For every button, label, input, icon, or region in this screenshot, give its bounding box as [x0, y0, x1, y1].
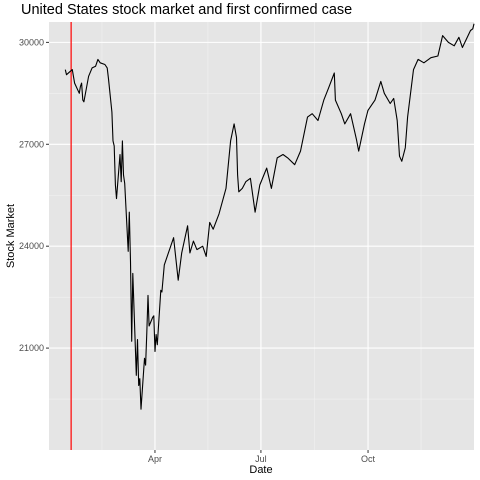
chart-title: United States stock market and first con…: [21, 2, 353, 18]
stock-market-line: [64, 23, 475, 410]
plot-panel: [49, 22, 474, 450]
y-tick-label: 21000: [19, 343, 44, 353]
y-tick-label: 30000: [19, 37, 44, 47]
x-axis-title: Date: [249, 464, 272, 476]
major-gridlines: [49, 22, 474, 450]
y-tick-label: 27000: [19, 139, 44, 149]
y-tick-label: 24000: [19, 241, 44, 251]
x-tick-label: Jul: [255, 454, 267, 464]
y-axis-ticks: 21000 24000 27000 30000: [19, 37, 49, 353]
y-axis-title: Stock Market: [5, 204, 17, 268]
x-axis-ticks: Apr Jul Oct: [148, 450, 376, 464]
x-tick-label: Apr: [148, 454, 162, 464]
x-tick-label: Oct: [361, 454, 376, 464]
